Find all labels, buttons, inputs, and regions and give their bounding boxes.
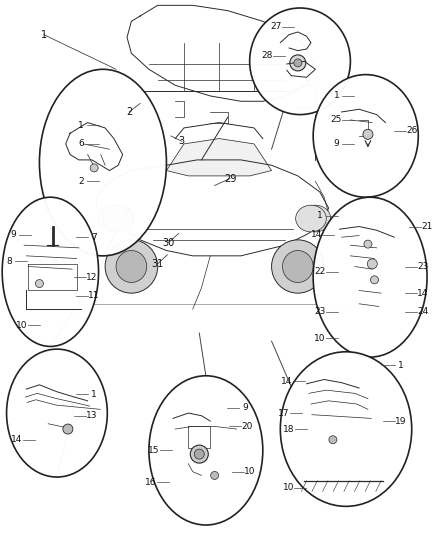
Text: 6: 6 bbox=[78, 140, 84, 148]
Ellipse shape bbox=[103, 205, 134, 232]
Text: 24: 24 bbox=[417, 308, 428, 316]
Text: 13: 13 bbox=[86, 411, 98, 420]
Text: 14: 14 bbox=[11, 435, 22, 444]
Text: 14: 14 bbox=[311, 230, 322, 239]
Circle shape bbox=[211, 471, 219, 480]
Circle shape bbox=[367, 259, 377, 269]
Circle shape bbox=[290, 55, 306, 71]
Ellipse shape bbox=[105, 240, 158, 293]
Text: 1: 1 bbox=[398, 361, 404, 369]
Ellipse shape bbox=[2, 197, 99, 346]
Text: 31: 31 bbox=[152, 259, 164, 269]
Text: 26: 26 bbox=[406, 126, 417, 135]
Circle shape bbox=[35, 279, 43, 288]
Text: 12: 12 bbox=[86, 273, 98, 281]
Text: 1: 1 bbox=[317, 212, 323, 220]
Text: 18: 18 bbox=[283, 425, 295, 433]
Ellipse shape bbox=[296, 205, 326, 232]
Ellipse shape bbox=[313, 197, 427, 357]
Text: 29: 29 bbox=[224, 174, 236, 183]
Text: 14: 14 bbox=[417, 289, 428, 297]
Text: 20: 20 bbox=[242, 422, 253, 431]
Text: 10: 10 bbox=[244, 467, 255, 476]
Ellipse shape bbox=[149, 376, 263, 525]
Text: 10: 10 bbox=[16, 321, 28, 329]
Circle shape bbox=[329, 435, 337, 444]
Circle shape bbox=[63, 424, 73, 434]
Ellipse shape bbox=[99, 205, 129, 232]
Ellipse shape bbox=[283, 251, 313, 282]
Text: 27: 27 bbox=[270, 22, 282, 31]
Ellipse shape bbox=[280, 352, 412, 506]
Text: 23: 23 bbox=[417, 262, 428, 271]
Ellipse shape bbox=[39, 69, 166, 256]
Text: 25: 25 bbox=[331, 116, 342, 124]
Text: 16: 16 bbox=[145, 478, 157, 487]
Text: 21: 21 bbox=[421, 222, 433, 231]
Text: 1: 1 bbox=[41, 30, 47, 39]
Text: 22: 22 bbox=[314, 268, 325, 276]
Circle shape bbox=[371, 276, 378, 284]
Text: 9: 9 bbox=[10, 230, 16, 239]
Text: 30: 30 bbox=[162, 238, 175, 247]
Text: 1: 1 bbox=[78, 121, 84, 130]
Circle shape bbox=[294, 59, 302, 67]
Text: 19: 19 bbox=[395, 417, 406, 425]
Text: 11: 11 bbox=[88, 292, 100, 300]
Text: 9: 9 bbox=[333, 140, 339, 148]
Ellipse shape bbox=[116, 251, 147, 282]
Ellipse shape bbox=[272, 240, 324, 293]
Text: 17: 17 bbox=[278, 409, 290, 417]
Circle shape bbox=[363, 130, 373, 139]
Circle shape bbox=[194, 449, 204, 459]
Text: 1: 1 bbox=[91, 390, 97, 399]
Ellipse shape bbox=[300, 205, 331, 232]
Text: 2: 2 bbox=[78, 177, 84, 185]
Text: 3: 3 bbox=[179, 136, 185, 146]
Text: 10: 10 bbox=[283, 483, 294, 492]
Text: 7: 7 bbox=[91, 233, 97, 241]
Text: 2: 2 bbox=[126, 107, 132, 117]
Circle shape bbox=[190, 445, 208, 463]
Text: 1: 1 bbox=[333, 92, 339, 100]
Text: 15: 15 bbox=[148, 446, 160, 455]
Text: 10: 10 bbox=[314, 334, 325, 343]
Ellipse shape bbox=[250, 8, 350, 115]
Text: 28: 28 bbox=[261, 52, 273, 60]
Text: 9: 9 bbox=[242, 403, 248, 412]
Circle shape bbox=[90, 164, 98, 172]
Ellipse shape bbox=[313, 75, 418, 197]
Ellipse shape bbox=[7, 349, 107, 477]
Polygon shape bbox=[166, 139, 272, 176]
Text: 8: 8 bbox=[6, 257, 12, 265]
Text: 23: 23 bbox=[314, 308, 325, 316]
Circle shape bbox=[364, 240, 372, 248]
Text: 14: 14 bbox=[281, 377, 293, 385]
